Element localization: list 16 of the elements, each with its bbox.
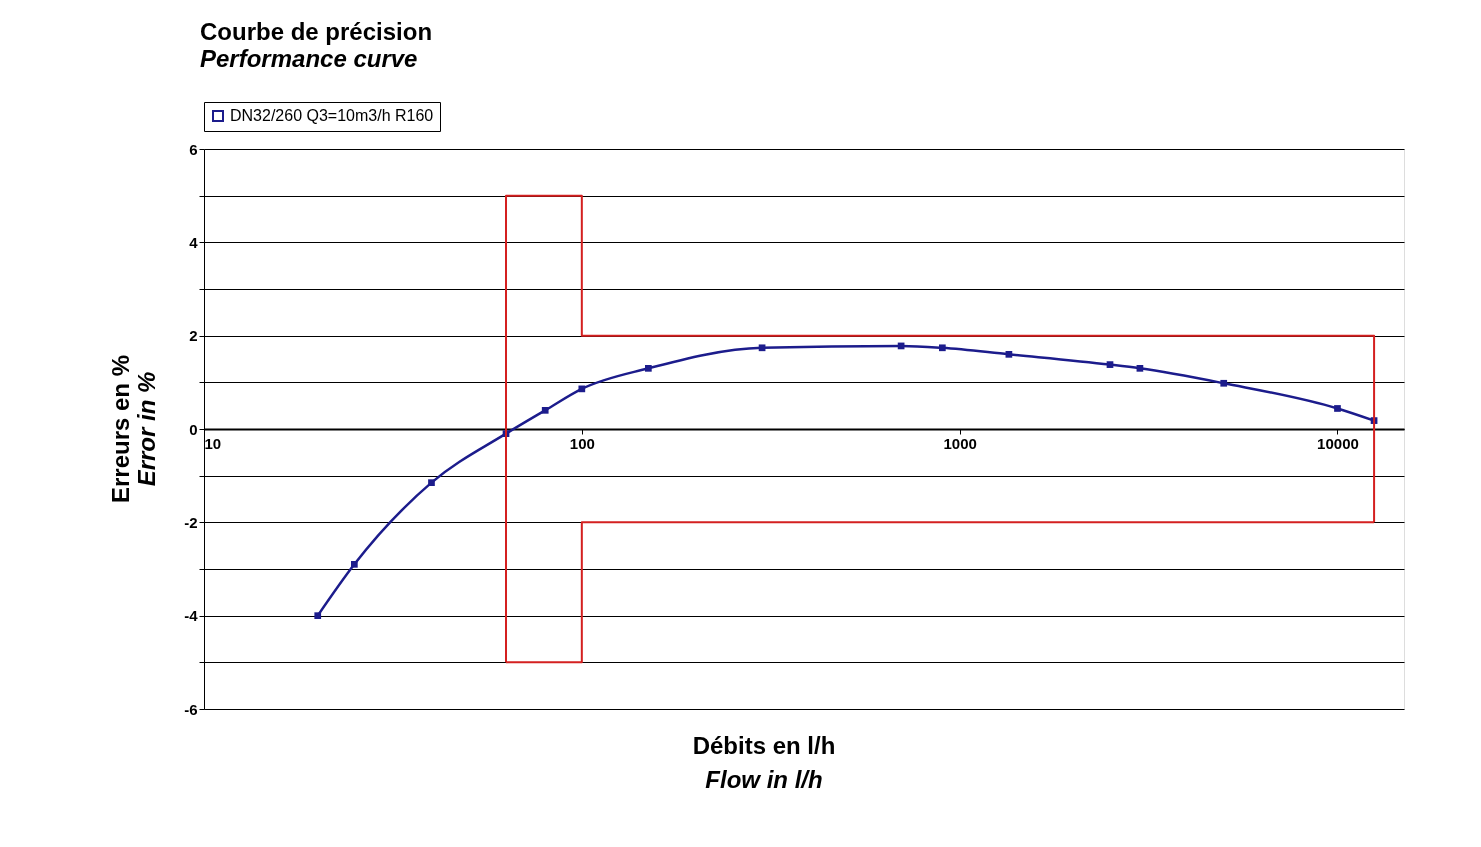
y-tick-label: 0 xyxy=(189,420,198,438)
y-tick-label: 6 xyxy=(189,140,198,158)
x-tick-label: 1000 xyxy=(943,434,977,452)
x-tick-label: 10 xyxy=(204,434,222,452)
x-tick-label: 10000 xyxy=(1317,434,1359,452)
y-tick-label: 4 xyxy=(189,233,199,251)
chart-subtitle: Performance curve xyxy=(200,44,418,72)
x-tick-label: 100 xyxy=(569,434,595,452)
y-axis-title: Erreurs en % Error in % xyxy=(107,354,160,504)
y-tick-label: -6 xyxy=(184,700,198,718)
y-tick-label: -2 xyxy=(184,513,198,531)
chart-title: Courbe de précision xyxy=(200,17,433,45)
x-axis-title: Débits en l/h Flow in l/h xyxy=(692,732,836,793)
y-tick-label: -4 xyxy=(184,607,199,625)
y-tick-label: 2 xyxy=(189,327,198,345)
legend-label: DN32/260 Q3=10m3/h R160 xyxy=(230,107,434,124)
